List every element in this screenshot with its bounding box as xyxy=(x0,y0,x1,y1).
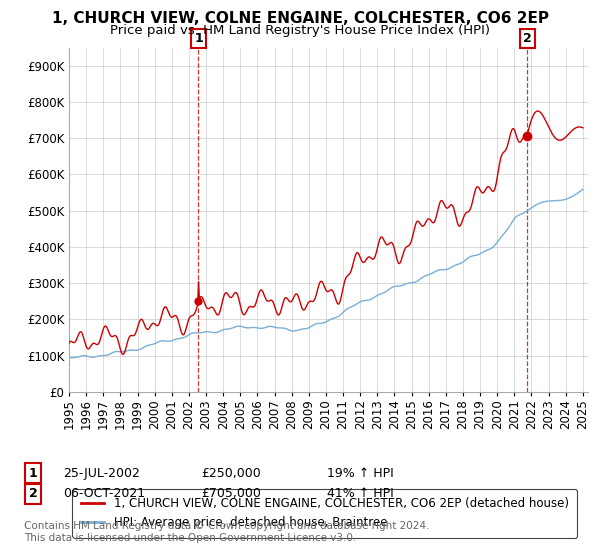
Text: Price paid vs. HM Land Registry's House Price Index (HPI): Price paid vs. HM Land Registry's House … xyxy=(110,24,490,36)
Text: 2: 2 xyxy=(523,32,532,45)
Text: 2: 2 xyxy=(29,487,37,501)
Legend: 1, CHURCH VIEW, COLNE ENGAINE, COLCHESTER, CO6 2EP (detached house), HPI: Averag: 1, CHURCH VIEW, COLNE ENGAINE, COLCHESTE… xyxy=(73,489,577,538)
Text: 41% ↑ HPI: 41% ↑ HPI xyxy=(327,487,394,501)
Text: Contains HM Land Registry data © Crown copyright and database right 2024.: Contains HM Land Registry data © Crown c… xyxy=(24,521,430,531)
Text: 06-OCT-2021: 06-OCT-2021 xyxy=(63,487,145,501)
Text: 1: 1 xyxy=(194,32,203,45)
Text: 19% ↑ HPI: 19% ↑ HPI xyxy=(327,466,394,480)
Text: 25-JUL-2002: 25-JUL-2002 xyxy=(63,466,140,480)
Text: This data is licensed under the Open Government Licence v3.0.: This data is licensed under the Open Gov… xyxy=(24,533,356,543)
Text: £705,000: £705,000 xyxy=(201,487,261,501)
Text: 1: 1 xyxy=(29,466,37,480)
Text: 1, CHURCH VIEW, COLNE ENGAINE, COLCHESTER, CO6 2EP: 1, CHURCH VIEW, COLNE ENGAINE, COLCHESTE… xyxy=(52,11,548,26)
Text: £250,000: £250,000 xyxy=(201,466,261,480)
